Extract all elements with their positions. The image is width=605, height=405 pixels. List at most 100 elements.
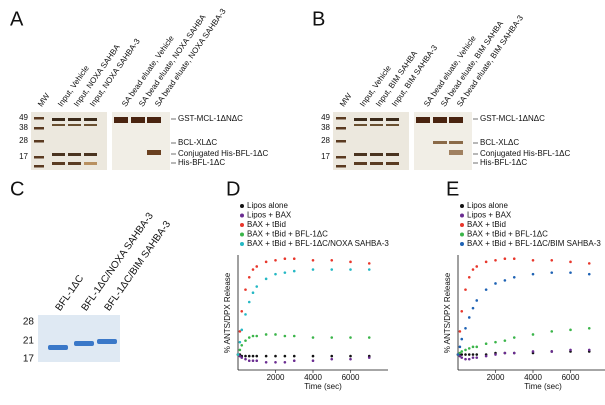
data-point — [274, 333, 277, 336]
band — [370, 118, 383, 121]
data-point — [247, 300, 251, 304]
mw-marker: 28 — [23, 317, 35, 328]
band-label: His-BFL-1ΔC — [178, 158, 225, 167]
data-point — [264, 277, 268, 281]
data-point — [503, 279, 507, 282]
legend-marker — [240, 213, 244, 218]
data-point — [460, 356, 464, 359]
data-point — [244, 313, 247, 316]
data-point — [330, 354, 334, 358]
data-point — [251, 354, 255, 358]
band-label: GST-MCL-1ΔNΔC — [480, 114, 545, 123]
band — [336, 140, 346, 143]
legend-marker — [240, 242, 244, 246]
band-label: Conjugated His-BFL-1ΔC — [480, 149, 570, 158]
data-point — [471, 306, 475, 310]
legend-marker — [240, 223, 244, 227]
data-point — [503, 257, 507, 261]
band — [68, 118, 81, 121]
data-point — [283, 360, 287, 364]
panel-letter: A — [10, 8, 24, 30]
data-point — [283, 257, 287, 261]
data-point — [460, 309, 464, 313]
data-point — [569, 348, 572, 352]
data-point — [464, 288, 467, 291]
lane-label: SA bead eluate, NOXA SAHBA — [137, 12, 208, 108]
data-point — [330, 336, 334, 339]
lane-label: MW — [338, 91, 354, 108]
data-point — [475, 265, 479, 268]
data-point — [247, 354, 251, 358]
band — [114, 117, 128, 123]
panel-letter: E — [446, 178, 459, 200]
data-point — [475, 299, 479, 302]
data-point — [475, 353, 479, 356]
band-label: BCL-XLΔC — [480, 138, 519, 147]
band — [34, 127, 44, 130]
data-point — [264, 333, 268, 336]
legend-label: BAX + tBid — [467, 220, 506, 229]
data-point — [464, 348, 467, 352]
legend-marker — [460, 213, 464, 218]
data-point — [283, 334, 287, 338]
band — [34, 140, 44, 143]
x-tick-label: 2000 — [487, 373, 505, 382]
band — [336, 127, 346, 130]
band — [449, 141, 463, 144]
data-point — [494, 340, 497, 344]
data-point — [240, 343, 244, 347]
data-point — [251, 268, 255, 271]
data-point — [550, 271, 554, 274]
band — [336, 165, 346, 168]
legend-marker — [460, 242, 464, 246]
legend-label: Lipos + BAX — [467, 211, 512, 220]
band-label: Conjugated His-BFL-1ΔC — [178, 149, 268, 158]
data-point — [587, 272, 591, 276]
data-point — [251, 359, 255, 363]
data-point — [460, 350, 464, 353]
x-tick-label: 4000 — [524, 373, 542, 382]
band — [147, 117, 161, 123]
band — [147, 150, 161, 155]
data-point — [471, 353, 475, 356]
data-point — [255, 359, 259, 363]
data-point — [264, 260, 268, 264]
data-point — [311, 359, 315, 363]
mw-marker: 38 — [321, 123, 330, 132]
band — [386, 124, 399, 126]
data-point — [460, 337, 464, 341]
x-tick-label: 2000 — [267, 373, 285, 382]
data-point — [550, 350, 554, 353]
band — [354, 118, 367, 121]
band — [34, 165, 44, 168]
data-point — [247, 336, 251, 339]
data-point — [238, 348, 242, 352]
data-point — [531, 333, 535, 336]
data-point — [330, 258, 334, 262]
data-point — [458, 330, 462, 333]
mw-marker: 21 — [23, 336, 35, 347]
data-point — [240, 328, 244, 332]
data-point — [349, 357, 352, 361]
y-axis-label: % ANTS/DPX Release — [443, 272, 452, 353]
data-point — [283, 354, 287, 358]
data-point — [255, 354, 259, 358]
x-tick-label: 6000 — [562, 373, 580, 382]
data-point — [283, 271, 287, 274]
band — [84, 118, 97, 121]
mw-marker: 49 — [321, 113, 330, 122]
data-point — [240, 356, 244, 359]
band — [354, 162, 367, 165]
data-point — [512, 336, 516, 339]
band — [84, 153, 97, 156]
data-point — [274, 360, 277, 364]
data-point — [475, 356, 479, 359]
legend-label: BAX + tBid + BFL-1ΔC — [247, 230, 328, 239]
data-point — [274, 354, 277, 358]
data-point — [349, 336, 352, 339]
data-point — [587, 326, 591, 330]
data-point — [292, 269, 296, 273]
band-label: BCL-XLΔC — [178, 138, 217, 147]
band — [74, 341, 94, 346]
data-point — [244, 357, 247, 361]
